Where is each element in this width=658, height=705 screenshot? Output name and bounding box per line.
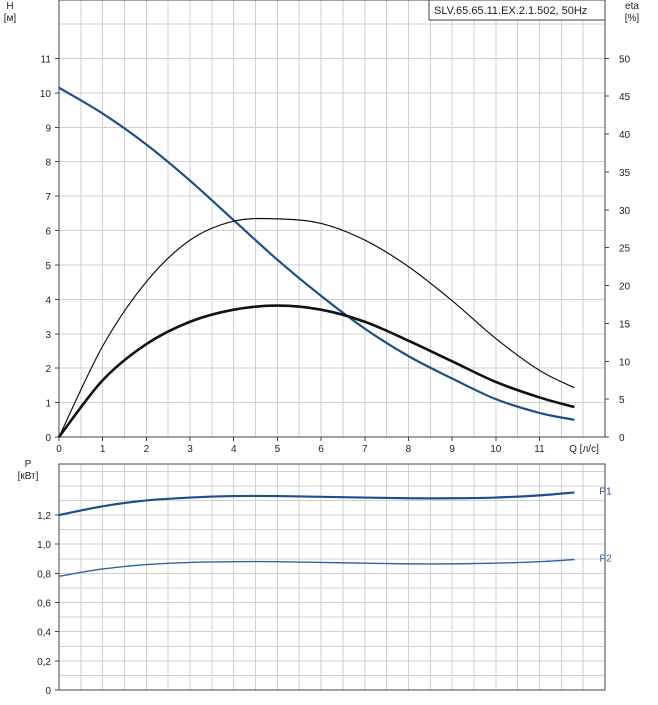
x-tick-label: 11 — [534, 444, 545, 455]
x-tick-label: 9 — [449, 444, 455, 455]
y2-tick-label: 50 — [619, 54, 631, 65]
y2-tick-label: 20 — [619, 282, 631, 293]
y-tick-label: 4 — [45, 295, 51, 306]
y2-tick-label: 5 — [619, 395, 625, 406]
power-tick-label: 0,8 — [37, 569, 51, 580]
power-tick-label: 0,2 — [37, 657, 51, 668]
power-tick-label: 0 — [45, 686, 51, 697]
power-tick-label: 0,6 — [37, 599, 51, 610]
series-label-p2: P2 — [599, 554, 612, 565]
y-tick-label: 7 — [45, 192, 51, 203]
y2-tick-label: 0 — [619, 433, 625, 444]
y2-tick-label: 35 — [619, 168, 631, 179]
series-label-p1: P1 — [599, 486, 612, 497]
y-tick-label: 9 — [45, 123, 51, 134]
head-plot-frame — [58, 0, 606, 438]
x-tick-label: 8 — [406, 444, 412, 455]
y-tick-label: 0 — [45, 433, 51, 444]
y-tick-label: 8 — [45, 158, 51, 169]
power-axis-label: P — [25, 459, 32, 470]
y-tick-label: 6 — [45, 227, 51, 238]
efficiency-curve-2 — [57, 304, 575, 438]
y-tick-label: 2 — [45, 364, 51, 375]
power-grid — [55, 463, 606, 691]
power-tick-label: 0,4 — [37, 628, 51, 639]
y-tick-label: 1 — [45, 399, 51, 410]
y-tick-label: 5 — [45, 261, 51, 272]
curves — [57, 86, 575, 577]
x-tick-label: 7 — [362, 444, 368, 455]
x-tick-label: 3 — [187, 444, 193, 455]
y-tick-label: 10 — [40, 89, 52, 100]
y2-axis-unit: [%] — [625, 13, 640, 24]
x-tick-label: 0 — [56, 444, 62, 455]
chart-title: SLV.65.65.11.EX.2.1.502, 50Hz — [434, 5, 587, 17]
power-plot-frame — [58, 463, 606, 691]
x-tick-label: 4 — [231, 444, 237, 455]
title-box: SLV.65.65.11.EX.2.1.502, 50Hz — [428, 0, 606, 21]
y2-tick-label: 40 — [619, 130, 631, 141]
power-p2-curve — [58, 558, 575, 577]
y2-tick-label: 45 — [619, 92, 631, 103]
head-curve — [58, 86, 575, 421]
power-tick-label: 1,0 — [37, 540, 51, 551]
y2-tick-label: 30 — [619, 206, 631, 217]
power-tick-label: 1,2 — [37, 511, 51, 522]
y-tick-label: 11 — [41, 54, 52, 65]
power-axis-unit: [кВт] — [18, 471, 39, 482]
efficiency-curve — [58, 217, 575, 438]
title-box-frame — [428, 0, 606, 21]
axis-labels: 0 1 2 3 4 5 6 7 8 9 10 11 Q [л/с]0123456789101105101… — [4, 1, 640, 697]
x-tick-label: 5 — [275, 444, 281, 455]
y2-tick-label: 25 — [619, 244, 631, 255]
y2-tick-label: 15 — [619, 319, 631, 330]
y-axis-label: H — [6, 1, 13, 12]
head-efficiency-grid — [55, 0, 609, 441]
y2-axis-label: eta — [625, 1, 639, 12]
power-p1-curve — [58, 491, 575, 517]
x-tick-label: 2 — [144, 444, 150, 455]
x-tick-label: 6 — [318, 444, 324, 455]
y-tick-label: 3 — [45, 330, 51, 341]
x-tick-label: 10 — [490, 444, 502, 455]
y2-tick-label: 10 — [619, 357, 631, 368]
x-tick-label: 1 — [100, 444, 106, 455]
x-axis-label: Q [л/с] — [569, 444, 599, 455]
y-axis-unit: [м] — [4, 13, 17, 24]
